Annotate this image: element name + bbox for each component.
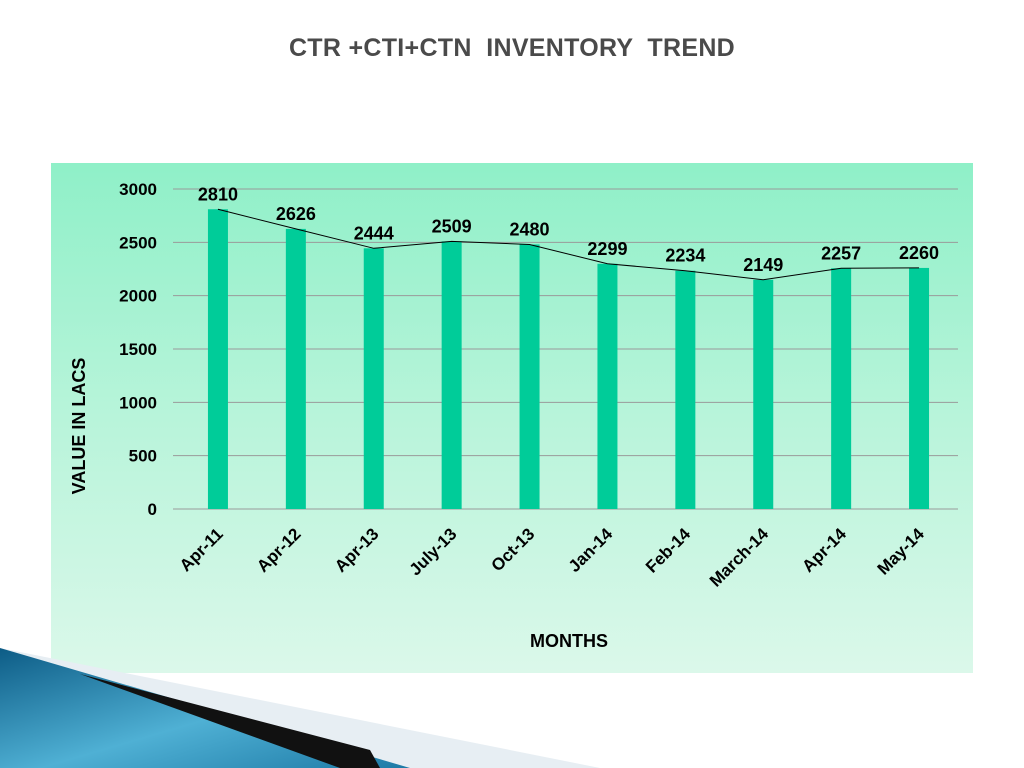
bar (597, 263, 618, 509)
data-label: 2299 (587, 239, 627, 259)
y-tick-label: 500 (129, 447, 157, 466)
bar (441, 241, 462, 509)
y-tick-label: 2000 (119, 287, 157, 306)
x-tick-label: Feb-14 (642, 524, 695, 577)
data-label: 2149 (743, 255, 783, 275)
x-tick-label: Jan-14 (565, 524, 617, 576)
corner-decoration (0, 648, 600, 768)
x-tick-label: May-14 (874, 524, 929, 579)
y-tick-label: 0 (148, 500, 157, 519)
bar (207, 209, 228, 509)
data-label: 2810 (198, 184, 238, 204)
data-label: 2509 (432, 216, 472, 236)
x-tick-label: Apr-13 (331, 524, 383, 576)
data-label: 2260 (899, 243, 939, 263)
data-label: 2444 (354, 223, 394, 243)
x-tick-label: Apr-11 (176, 524, 227, 575)
data-label: 2257 (821, 243, 861, 263)
slide-title: CTR +CTI+CTN INVENTORY TREND (288, 34, 736, 62)
x-tick-label: July-13 (406, 524, 461, 579)
x-axis-tick-labels: Apr-11 Apr-12 Apr-13 July-13 Oct-13 Jan-14 Feb… (176, 524, 928, 591)
y-tick-label: 2500 (119, 233, 157, 252)
data-label: 2480 (510, 219, 550, 239)
bar (753, 279, 774, 509)
y-tick-label: 3000 (119, 180, 157, 199)
y-tick-label: 1000 (119, 393, 157, 412)
bar (285, 228, 306, 509)
data-labels: 2810 2626 2444 2509 2480 2299 2234 2149 2257 2260 (198, 184, 939, 275)
x-tick-label: Apr-12 (253, 524, 305, 576)
data-label: 2234 (665, 246, 705, 266)
y-axis-tick-labels: 0 500 1000 1500 2000 2500 3000 (119, 180, 157, 519)
chart-panel: 0 500 1000 1500 2000 2500 3000 2810 2626 2444 250… (51, 163, 973, 673)
bar (909, 267, 930, 509)
y-axis-title: VALUE IN LACS (69, 358, 89, 495)
data-label: 2626 (276, 204, 316, 224)
y-tick-label: 1500 (119, 340, 157, 359)
x-axis-title: MONTHS (530, 631, 608, 651)
x-tick-label: Oct-13 (488, 524, 539, 575)
trend-line (217, 208, 920, 281)
bar-chart: 0 500 1000 1500 2000 2500 3000 2810 2626 2444 250… (69, 180, 958, 651)
trend-line-layer (217, 208, 920, 281)
bars (207, 209, 930, 509)
bar (675, 270, 696, 509)
x-tick-label: March-14 (706, 524, 773, 591)
x-tick-label: Apr-14 (798, 524, 850, 576)
bar (363, 248, 384, 509)
bar (519, 244, 540, 509)
bar (831, 268, 852, 509)
